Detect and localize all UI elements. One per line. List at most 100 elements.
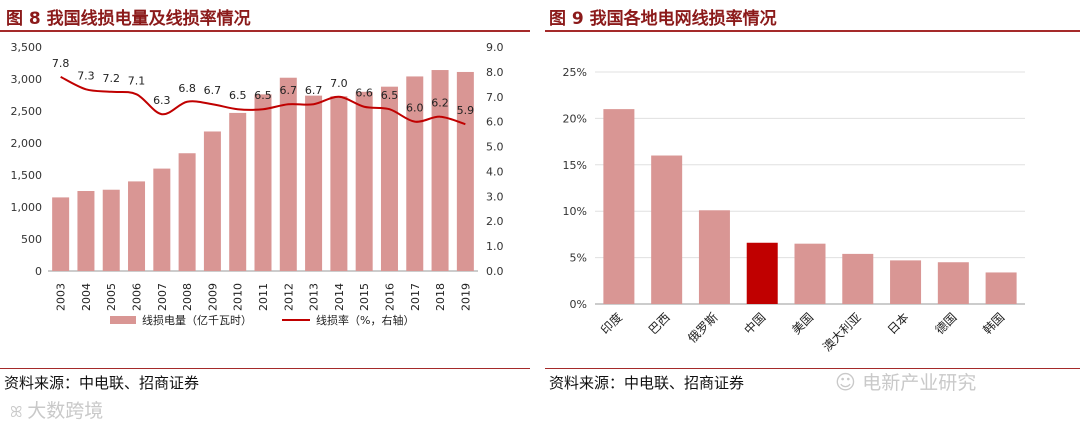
x-tick-label: 2014 xyxy=(333,283,346,311)
left-source-rule xyxy=(0,368,530,369)
bar xyxy=(254,94,272,271)
bar xyxy=(330,96,348,271)
bar xyxy=(985,272,1017,304)
y-tick-label: 3,500 xyxy=(11,41,43,54)
x-tick-label: 韩国 xyxy=(980,310,1008,338)
bar xyxy=(380,86,398,272)
watermark-left: ꕤ 大数跨境 xyxy=(10,396,103,423)
watermark-right: ☺ 电新产业研究 xyxy=(835,368,976,395)
y2-tick-label: 9.0 xyxy=(486,41,504,54)
data-label: 6.5 xyxy=(229,89,247,102)
y-tick-label: 0 xyxy=(35,265,42,278)
x-tick-label: 美国 xyxy=(789,310,816,337)
loss-volume-rate-chart: 0 500 1,000 1,500 2,000 2,500 3,000 3,500 0.0 1.0… xyxy=(11,41,504,327)
x-tick-label: 2004 xyxy=(80,283,93,311)
y-tick-label: 1,000 xyxy=(11,201,43,214)
x-tick-label: 2011 xyxy=(257,283,270,311)
x-tick-label: 2015 xyxy=(358,283,371,311)
right-source: 资料来源：中电联、招商证券 xyxy=(549,374,745,392)
data-label: 6.5 xyxy=(381,89,399,102)
x-tick-label: 日本 xyxy=(885,310,912,337)
bar xyxy=(842,253,874,304)
bar xyxy=(229,112,247,271)
bar xyxy=(203,131,221,271)
x-tick-label: 2003 xyxy=(55,283,68,311)
y2-tick-label: 0.0 xyxy=(486,265,504,278)
data-label: 6.7 xyxy=(280,84,298,97)
left-source: 资料来源：中电联、招商证券 xyxy=(4,374,200,392)
x-tick-label: 2009 xyxy=(206,283,219,311)
left-title-rule xyxy=(0,30,530,32)
x-tick-label: 2013 xyxy=(308,283,321,311)
x-tick-label: 俄罗斯 xyxy=(685,310,720,345)
y2-tick-label: 2.0 xyxy=(486,215,504,228)
y-tick-label: 5% xyxy=(570,252,587,265)
x-tick-label: 2018 xyxy=(434,283,447,311)
y-tick-label: 1,500 xyxy=(11,169,43,182)
data-label: 6.6 xyxy=(355,87,373,100)
watermark-left-text: 大数跨境 xyxy=(27,400,104,422)
left-figure-title: 图 8 我国线损电量及线损率情况 xyxy=(6,9,251,29)
y2-tick-label: 3.0 xyxy=(486,190,504,203)
bar xyxy=(603,109,635,305)
data-label: 6.3 xyxy=(153,94,171,107)
y2-tick-label: 4.0 xyxy=(486,165,504,178)
bar xyxy=(890,260,922,304)
bar xyxy=(153,168,171,271)
wechat-icon: ☺ xyxy=(835,370,863,394)
x-tick-label: 中国 xyxy=(741,310,769,338)
data-label: 6.5 xyxy=(254,89,272,102)
y-tick-label: 2,000 xyxy=(11,137,43,150)
y2-tick-label: 1.0 xyxy=(486,240,504,253)
y2-tick-label: 5.0 xyxy=(486,141,504,154)
x-tick-label: 巴西 xyxy=(646,310,673,337)
grid-loss-rate-chart: 0% 5% 10% 15% 20% 25% 印度 巴西 俄罗斯 中国 美国 澳大利亚 日本 德国 韩国 xyxy=(563,66,1025,354)
bar xyxy=(746,242,778,304)
x-tick-label: 澳大利亚 xyxy=(820,310,864,354)
right-source-rule xyxy=(545,368,1080,369)
bar xyxy=(456,71,474,272)
bar xyxy=(698,210,730,304)
legend-label: 线损电量（亿千瓦时） xyxy=(142,313,252,327)
x-tick-label: 2007 xyxy=(156,283,169,311)
y-tick-label: 0% xyxy=(570,298,587,311)
y-tick-label: 15% xyxy=(563,159,587,172)
bar xyxy=(102,189,120,271)
y-tick-label: 25% xyxy=(563,66,587,79)
y2-tick-label: 6.0 xyxy=(486,116,504,129)
x-tick-label: 德国 xyxy=(932,310,960,338)
x-tick-label: 2010 xyxy=(232,283,245,311)
bar xyxy=(128,181,146,271)
x-tick-label: 2019 xyxy=(459,283,472,311)
bar xyxy=(178,153,196,271)
bar xyxy=(794,243,826,304)
data-label: 7.3 xyxy=(77,69,95,82)
y-tick-label: 3,000 xyxy=(11,73,43,86)
bar xyxy=(52,197,70,271)
data-label: 6.7 xyxy=(305,84,323,97)
data-label: 7.1 xyxy=(128,74,146,87)
bar xyxy=(305,95,323,271)
bar xyxy=(355,91,373,271)
x-tick-label: 2008 xyxy=(181,283,194,311)
data-label: 7.8 xyxy=(52,57,70,70)
right-title-rule xyxy=(545,30,1080,32)
right-figure-title: 图 9 我国各地电网线损率情况 xyxy=(549,9,777,29)
y2-tick-label: 8.0 xyxy=(486,66,504,79)
legend-swatch-bar xyxy=(110,316,136,324)
bar xyxy=(77,191,95,271)
bar xyxy=(651,155,683,304)
x-tick-label: 2012 xyxy=(282,283,295,311)
x-tick-label: 2016 xyxy=(383,283,396,311)
watermark-right-text: 电新产业研究 xyxy=(862,372,977,394)
y-tick-label: 500 xyxy=(21,233,42,246)
x-tick-label: 2006 xyxy=(131,283,144,311)
data-label: 6.0 xyxy=(406,102,424,115)
x-tick-label: 2005 xyxy=(105,283,118,311)
data-label: 5.9 xyxy=(457,104,475,117)
data-label: 6.8 xyxy=(178,82,196,95)
data-label: 6.7 xyxy=(204,84,222,97)
x-tick-label: 2017 xyxy=(409,283,422,311)
y-tick-label: 2,500 xyxy=(11,105,43,118)
bar xyxy=(279,77,297,271)
